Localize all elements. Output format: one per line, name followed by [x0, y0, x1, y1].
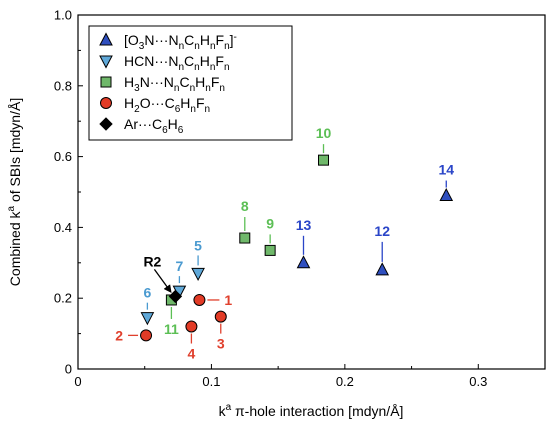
- marker-3: [214, 310, 227, 323]
- point-label-R2: R2: [143, 253, 161, 269]
- point-label-4: 4: [188, 346, 196, 362]
- legend-entry-1: HCN···NnCnHnFn: [124, 53, 230, 73]
- point-label-8: 8: [241, 198, 249, 214]
- marker-8: [239, 232, 251, 244]
- marker-6: [140, 312, 155, 326]
- y-tick-label: 1.0: [54, 8, 72, 23]
- legend-marker-1: [99, 55, 113, 69]
- legend-marker-4: [99, 117, 113, 131]
- y-tick-label: 0.4: [54, 220, 72, 235]
- point-label-1: 1: [224, 292, 232, 308]
- legend-box: [88, 25, 293, 141]
- legend: [O3N···NnCnHnFn]-HCN···NnCnHnFnH3N···NnC…: [88, 25, 293, 141]
- x-tick-label: 0.1: [202, 374, 220, 389]
- point-label-2: 2: [115, 327, 123, 343]
- legend-entry-0: [O3N···NnCnHnFn]-: [124, 32, 237, 52]
- x-tick-label: 0.3: [469, 374, 487, 389]
- point-label-13: 13: [296, 217, 312, 233]
- legend-entry-3: H2O···C6HnFn: [124, 95, 210, 115]
- marker-13: [296, 255, 311, 269]
- x-axis-label: ka π-hole interaction [mdyn/Å]: [219, 402, 404, 419]
- y-tick-label: 0.2: [54, 291, 72, 306]
- marker-4: [185, 320, 198, 333]
- legend-entry-2: H3N···NnCnHnFn: [124, 74, 225, 94]
- point-label-7: 7: [176, 258, 184, 274]
- point-label-11: 11: [164, 321, 179, 337]
- axis-ticks: 0 0.1 0.2 0.3 0 0.2 0.4 0.6 0.8 1.0: [54, 8, 487, 390]
- y-tick-label: 0.8: [54, 78, 72, 93]
- label-leader-lines: [128, 144, 447, 344]
- point-label-12: 12: [374, 223, 390, 239]
- point-label-3: 3: [217, 336, 225, 352]
- x-tick-label: 0: [74, 374, 81, 389]
- marker-10: [318, 154, 330, 166]
- legend-marker-0: [99, 32, 113, 46]
- point-label-5: 5: [194, 237, 202, 253]
- data-markers: [140, 154, 454, 342]
- legend-marker-2: [100, 76, 112, 88]
- marker-2: [140, 329, 153, 342]
- y-axis-label: Combined ka of SBIs [mdyn/Å]: [6, 98, 23, 286]
- marker-12: [375, 262, 390, 276]
- x-tick-label: 0.2: [336, 374, 354, 389]
- marker-9: [264, 244, 276, 256]
- point-label-10: 10: [316, 125, 332, 141]
- point-label-6: 6: [143, 285, 151, 301]
- leader-line: [153, 269, 172, 294]
- marker-14: [439, 187, 454, 202]
- legend-marker-3: [100, 97, 112, 109]
- marker-5: [191, 267, 205, 282]
- point-label-9: 9: [266, 215, 274, 231]
- marker-R2: [168, 289, 183, 304]
- y-tick-label: 0.6: [54, 149, 72, 164]
- marker-1: [193, 293, 206, 306]
- point-label-14: 14: [438, 162, 454, 178]
- legend-entry-4: Ar···C6H6: [124, 116, 184, 136]
- y-tick-label: 0: [65, 362, 72, 377]
